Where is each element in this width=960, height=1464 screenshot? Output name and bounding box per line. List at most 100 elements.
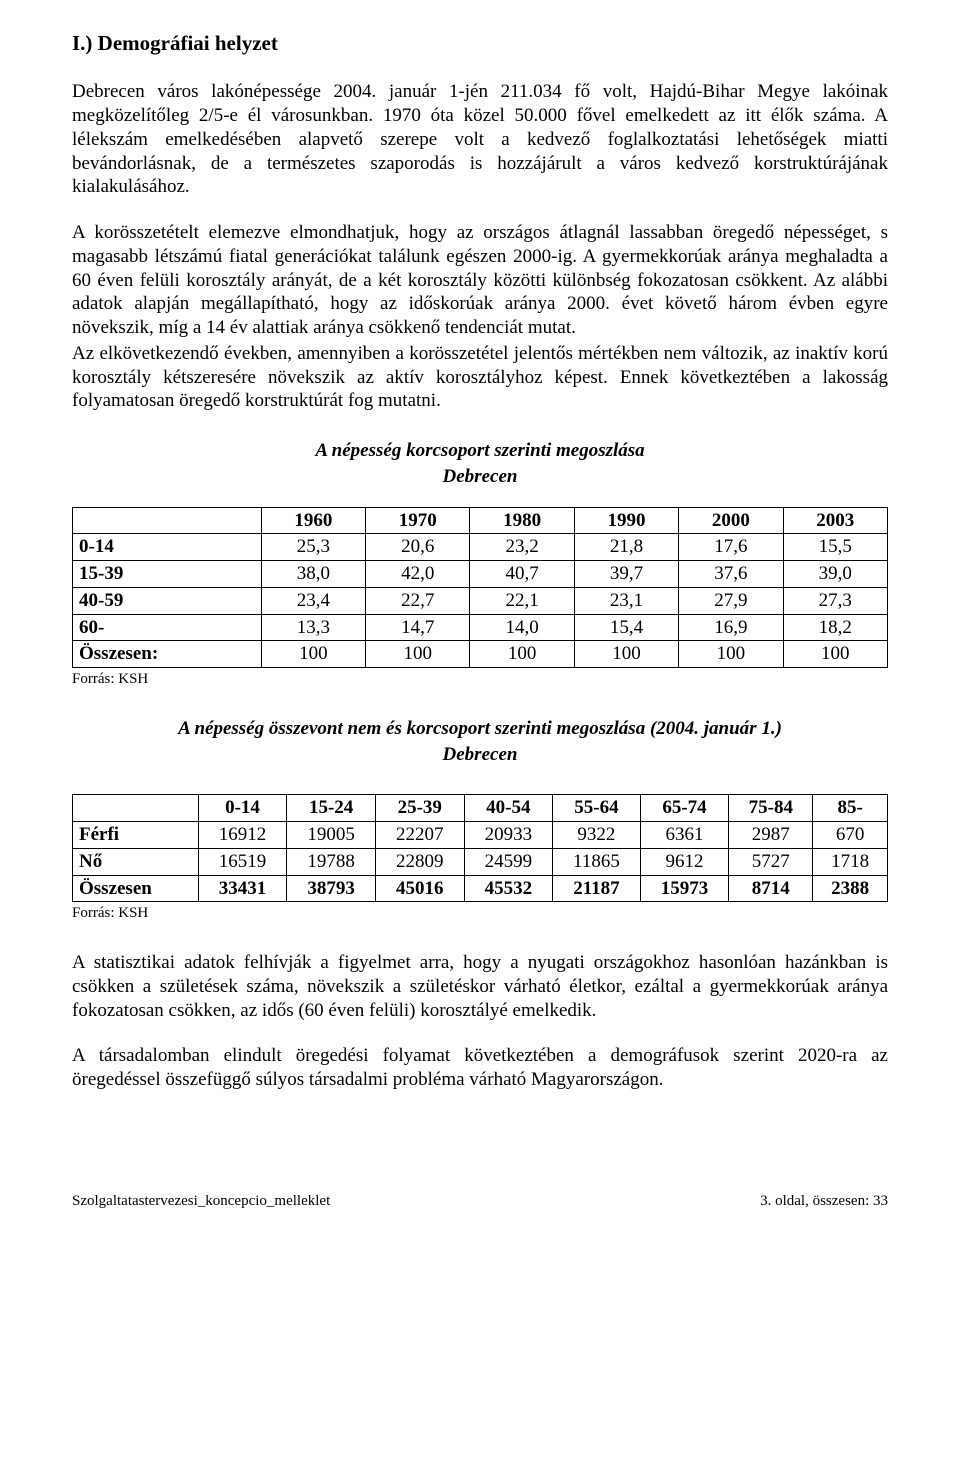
cell: 21,8 xyxy=(574,534,678,561)
cell: 100 xyxy=(470,641,574,668)
paragraph-4: A statisztikai adatok felhívják a figyel… xyxy=(72,951,888,1022)
row-label: Összesen: xyxy=(73,641,262,668)
cell: 16912 xyxy=(198,822,287,849)
cell: 20,6 xyxy=(366,534,470,561)
cell: 23,4 xyxy=(261,587,365,614)
cell: 38,0 xyxy=(261,561,365,588)
cell: 100 xyxy=(366,641,470,668)
row-label: 15-39 xyxy=(73,561,262,588)
table-header-cell: 15-24 xyxy=(287,795,376,822)
footer-left: Szolgaltatastervezesi_koncepcio_mellekle… xyxy=(72,1192,330,1211)
cell: 39,7 xyxy=(574,561,678,588)
cell: 40,7 xyxy=(470,561,574,588)
table-header-cell: 40-54 xyxy=(464,795,553,822)
cell: 100 xyxy=(261,641,365,668)
table-header-cell xyxy=(73,507,262,534)
cell: 22207 xyxy=(375,822,464,849)
paragraph-1-text: Debrecen város lakónépessége 2004. januá… xyxy=(72,80,888,199)
cell: 9322 xyxy=(553,822,641,849)
cell: 25,3 xyxy=(261,534,365,561)
cell: 20933 xyxy=(464,822,553,849)
paragraph-5: A társadalomban elindult öregedési folya… xyxy=(72,1044,888,1092)
cell: 17,6 xyxy=(679,534,783,561)
table-header-cell: 65-74 xyxy=(640,795,729,822)
cell: 2388 xyxy=(813,875,888,902)
table-age-distribution: 1960 1970 1980 1990 2000 2003 0-14 25,3 … xyxy=(72,507,888,669)
cell: 5727 xyxy=(729,848,813,875)
table-header-cell: 0-14 xyxy=(198,795,287,822)
cell: 15,4 xyxy=(574,614,678,641)
table-header-cell: 75-84 xyxy=(729,795,813,822)
cell: 14,7 xyxy=(366,614,470,641)
table-header-cell: 55-64 xyxy=(553,795,641,822)
paragraph-1: Debrecen város lakónépessége 2004. januá… xyxy=(72,80,888,199)
row-label: Összesen xyxy=(73,875,199,902)
cell: 27,9 xyxy=(679,587,783,614)
table-row: 60- 13,3 14,7 14,0 15,4 16,9 18,2 xyxy=(73,614,888,641)
table-row: 40-59 23,4 22,7 22,1 23,1 27,9 27,3 xyxy=(73,587,888,614)
cell: 27,3 xyxy=(783,587,887,614)
cell: 22809 xyxy=(375,848,464,875)
cell: 24599 xyxy=(464,848,553,875)
table2-title: A népesség összevont nem és korcsoport s… xyxy=(72,717,888,741)
paragraph-5-text: A társadalomban elindult öregedési folya… xyxy=(72,1044,888,1092)
table-row: 0-14 15-24 25-39 40-54 55-64 65-74 75-84… xyxy=(73,795,888,822)
paragraph-4-text: A statisztikai adatok felhívják a figyel… xyxy=(72,951,888,1022)
table2-subtitle: Debrecen xyxy=(72,743,888,767)
cell: 14,0 xyxy=(470,614,574,641)
cell: 9612 xyxy=(640,848,729,875)
cell: 670 xyxy=(813,822,888,849)
cell: 22,7 xyxy=(366,587,470,614)
table-row: 1960 1970 1980 1990 2000 2003 xyxy=(73,507,888,534)
cell: 100 xyxy=(783,641,887,668)
cell: 39,0 xyxy=(783,561,887,588)
cell: 15973 xyxy=(640,875,729,902)
cell: 1718 xyxy=(813,848,888,875)
cell: 18,2 xyxy=(783,614,887,641)
cell: 100 xyxy=(679,641,783,668)
table-row: 15-39 38,0 42,0 40,7 39,7 37,6 39,0 xyxy=(73,561,888,588)
cell: 33431 xyxy=(198,875,287,902)
cell: 11865 xyxy=(553,848,641,875)
cell: 45532 xyxy=(464,875,553,902)
section-title: I.) Demográfiai helyzet xyxy=(72,30,888,56)
footer-right: 3. oldal, összesen: 33 xyxy=(760,1192,888,1211)
cell: 2987 xyxy=(729,822,813,849)
row-label: 60- xyxy=(73,614,262,641)
table1-title: A népesség korcsoport szerinti megoszlás… xyxy=(72,439,888,463)
table-header-cell: 1960 xyxy=(261,507,365,534)
table-header-cell: 2000 xyxy=(679,507,783,534)
table-sex-age-distribution: 0-14 15-24 25-39 40-54 55-64 65-74 75-84… xyxy=(72,794,888,902)
table-header-cell: 1990 xyxy=(574,507,678,534)
cell: 23,1 xyxy=(574,587,678,614)
table2-source: Forrás: KSH xyxy=(72,904,888,923)
cell: 21187 xyxy=(553,875,641,902)
row-label: Nő xyxy=(73,848,199,875)
cell: 16,9 xyxy=(679,614,783,641)
table-header-cell: 1980 xyxy=(470,507,574,534)
cell: 19005 xyxy=(287,822,376,849)
row-label: Férfi xyxy=(73,822,199,849)
cell: 6361 xyxy=(640,822,729,849)
cell: 42,0 xyxy=(366,561,470,588)
table-header-cell xyxy=(73,795,199,822)
row-label: 40-59 xyxy=(73,587,262,614)
cell: 16519 xyxy=(198,848,287,875)
table-header-cell: 1970 xyxy=(366,507,470,534)
table-row: Férfi 16912 19005 22207 20933 9322 6361 … xyxy=(73,822,888,849)
cell: 45016 xyxy=(375,875,464,902)
paragraph-2-text: A korösszetételt elemezve elmondhatjuk, … xyxy=(72,221,888,340)
cell: 37,6 xyxy=(679,561,783,588)
page-footer: Szolgaltatastervezesi_koncepcio_mellekle… xyxy=(72,1192,888,1211)
table-header-cell: 25-39 xyxy=(375,795,464,822)
cell: 22,1 xyxy=(470,587,574,614)
cell: 23,2 xyxy=(470,534,574,561)
table-row: Összesen 33431 38793 45016 45532 21187 1… xyxy=(73,875,888,902)
cell: 19788 xyxy=(287,848,376,875)
cell: 100 xyxy=(574,641,678,668)
row-label: 0-14 xyxy=(73,534,262,561)
cell: 13,3 xyxy=(261,614,365,641)
table-row: Nő 16519 19788 22809 24599 11865 9612 57… xyxy=(73,848,888,875)
table-row: Összesen: 100 100 100 100 100 100 xyxy=(73,641,888,668)
cell: 15,5 xyxy=(783,534,887,561)
